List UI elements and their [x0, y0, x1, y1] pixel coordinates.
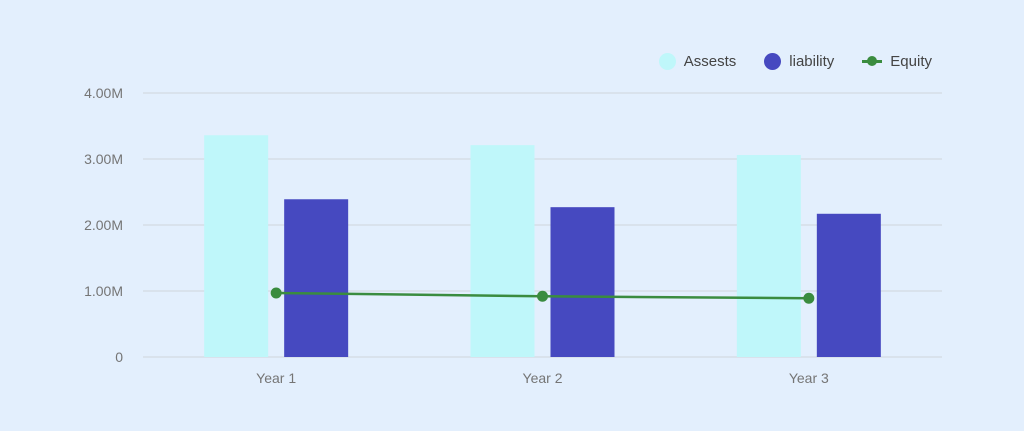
x-axis: Year 1 Year 2 Year 3: [256, 370, 829, 386]
bar-assests: [470, 145, 535, 357]
bar-liability: [550, 207, 615, 357]
bar-assests: [736, 155, 801, 357]
equity-point: [537, 290, 548, 302]
legend-item-assets[interactable]: Assests: [658, 53, 737, 70]
y-tick-label: 0: [115, 349, 123, 365]
equity-line: [270, 287, 815, 304]
equity-point: [803, 292, 815, 304]
assets-swatch-icon: [658, 53, 676, 70]
bar-liability: [284, 199, 349, 357]
bar-assests: [204, 135, 269, 357]
bars: [204, 135, 881, 357]
x-tick-label: Year 1: [256, 370, 296, 386]
legend-item-liability[interactable]: liability: [764, 53, 834, 70]
legend-label-liability: liability: [789, 53, 835, 70]
x-tick-label: Year 2: [523, 370, 563, 386]
legend: Assests liability Equity: [658, 53, 932, 70]
x-tick-label: Year 3: [789, 370, 829, 386]
equity-line-marker-icon: [862, 53, 883, 70]
legend-item-equity[interactable]: Equity: [862, 53, 932, 70]
y-tick-label: 1.00M: [84, 283, 123, 299]
equity-point: [270, 287, 282, 299]
y-tick-label: 4.00M: [84, 85, 123, 101]
y-axis: 0 1.00M 2.00M 3.00M 4.00M: [84, 85, 123, 365]
y-tick-label: 3.00M: [84, 151, 123, 167]
legend-label-assets: Assests: [683, 53, 737, 70]
y-tick-label: 2.00M: [84, 217, 123, 233]
bar-liability: [816, 213, 881, 357]
liability-swatch-icon: [764, 53, 782, 70]
legend-label-equity: Equity: [890, 53, 932, 70]
